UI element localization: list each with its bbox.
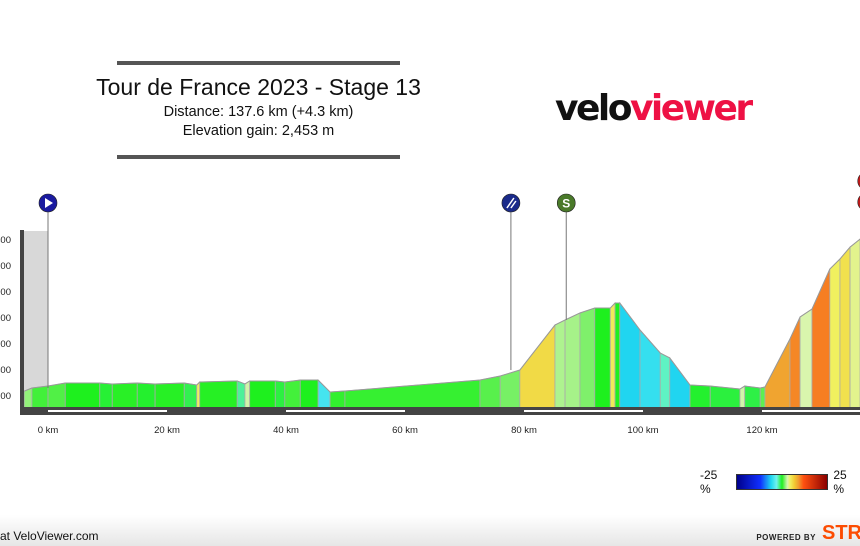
veloviewer-logo: veloviewer [555, 88, 753, 129]
x-axis-stripe [48, 410, 167, 412]
logo-part-velo: velo [555, 88, 632, 129]
profile-segment [609, 301, 616, 409]
profile-segment [669, 356, 691, 409]
profile-segment [829, 258, 841, 409]
profile-segment [136, 382, 156, 409]
distance-text: Distance: 137.6 km (+4.3 km) [163, 104, 354, 120]
fork-glyph [506, 197, 515, 209]
profile-segment [249, 380, 276, 409]
profile-segment [284, 379, 301, 409]
profile-segment [199, 380, 238, 409]
x-tick-label: 120 km [746, 425, 777, 436]
profile-segment [344, 379, 481, 409]
profile-segment [789, 316, 801, 409]
profile-outline [24, 238, 860, 393]
profile-segment [709, 385, 741, 409]
knife-glyph [510, 200, 517, 209]
x-axis-stripe [286, 410, 405, 412]
profile-segment [329, 390, 346, 409]
legend-color-bar [735, 474, 829, 490]
profile-segment [317, 379, 331, 409]
y-tick-label: 400 [0, 365, 11, 376]
x-tick-label: 80 km [511, 425, 537, 436]
mountain-icon [857, 195, 860, 209]
profile-segment [196, 381, 201, 409]
x-tick-label: 60 km [392, 425, 418, 436]
title-rule-top [117, 61, 400, 65]
x-tick-label: 20 km [154, 425, 180, 436]
profile-segment [499, 369, 521, 409]
profile-segment [31, 385, 49, 409]
profile-segment [614, 302, 621, 409]
x-tick-label: 100 km [627, 425, 658, 436]
profile-segment [244, 380, 251, 409]
profile-segment [47, 382, 66, 409]
page-title: Tour de France 2023 - Stage 13 [96, 74, 421, 100]
profile-segment [111, 382, 138, 409]
profile-segment [554, 319, 566, 409]
profile-segment [154, 382, 185, 409]
powered-by-strava[interactable]: POWERED BY STRAVA [756, 522, 860, 545]
profile-segment [564, 312, 581, 409]
profile-segment [739, 385, 746, 409]
y-tick-label: 1200 [0, 261, 11, 272]
profile-segment [579, 307, 596, 409]
y-tick-label: 800 [0, 313, 11, 324]
legend-min-label: -25 % [700, 468, 718, 496]
x-tick-label: 40 km [273, 425, 299, 436]
elevation-profile-chart: 1400 1200 1000 800 600 400 200 0 km 20 km 40 km 60… [0, 174, 860, 436]
y-tick-label: 1000 [0, 287, 11, 298]
profile-segment [744, 385, 761, 409]
x-axis [20, 407, 860, 415]
profile-segment [183, 382, 198, 409]
profile-segment [764, 338, 791, 409]
strava-logo: STRAVA [822, 522, 860, 544]
profile-segment [689, 384, 711, 409]
profile-segment [479, 375, 501, 409]
x-tick-label: 0 km [38, 425, 59, 436]
title-rule-bottom [117, 155, 400, 159]
prestart-area [24, 231, 48, 408]
powered-by-label: POWERED BY [756, 533, 816, 542]
footer: at VeloViewer.com POWERED BY STRAVA [0, 515, 860, 546]
profile-segment [839, 245, 851, 409]
profile-segment [849, 238, 860, 409]
profile-segment [99, 382, 113, 409]
profile-segment [594, 307, 611, 409]
profile-segment [274, 380, 286, 409]
credit-link[interactable]: at VeloViewer.com [0, 529, 99, 543]
profile-segment [799, 308, 813, 409]
x-axis-stripe [524, 410, 643, 412]
logo-part-viewer: viewer [629, 88, 753, 129]
play-glyph [45, 198, 53, 208]
elevation-gain-text: Elevation gain: 2,453 m [182, 123, 335, 139]
profile-segment [299, 379, 319, 409]
finish-icon [857, 174, 860, 188]
y-axis [20, 230, 24, 415]
profile-segment [759, 386, 766, 409]
y-tick-label: 200 [0, 391, 11, 402]
profile-segment [64, 382, 101, 409]
sprint-icon [556, 193, 576, 213]
legend-max-label: 25 % [833, 468, 847, 496]
y-tick-label: 1400 [0, 235, 11, 246]
y-tick-label: 600 [0, 339, 11, 350]
profile-segment [659, 352, 671, 409]
profile-segment [519, 323, 556, 409]
x-axis-stripe [762, 410, 860, 412]
sprint-glyph: S [562, 197, 570, 211]
profile-segment [236, 380, 246, 409]
profile-segment [619, 301, 641, 409]
gradient-legend: -25 % 25 % [700, 468, 860, 496]
